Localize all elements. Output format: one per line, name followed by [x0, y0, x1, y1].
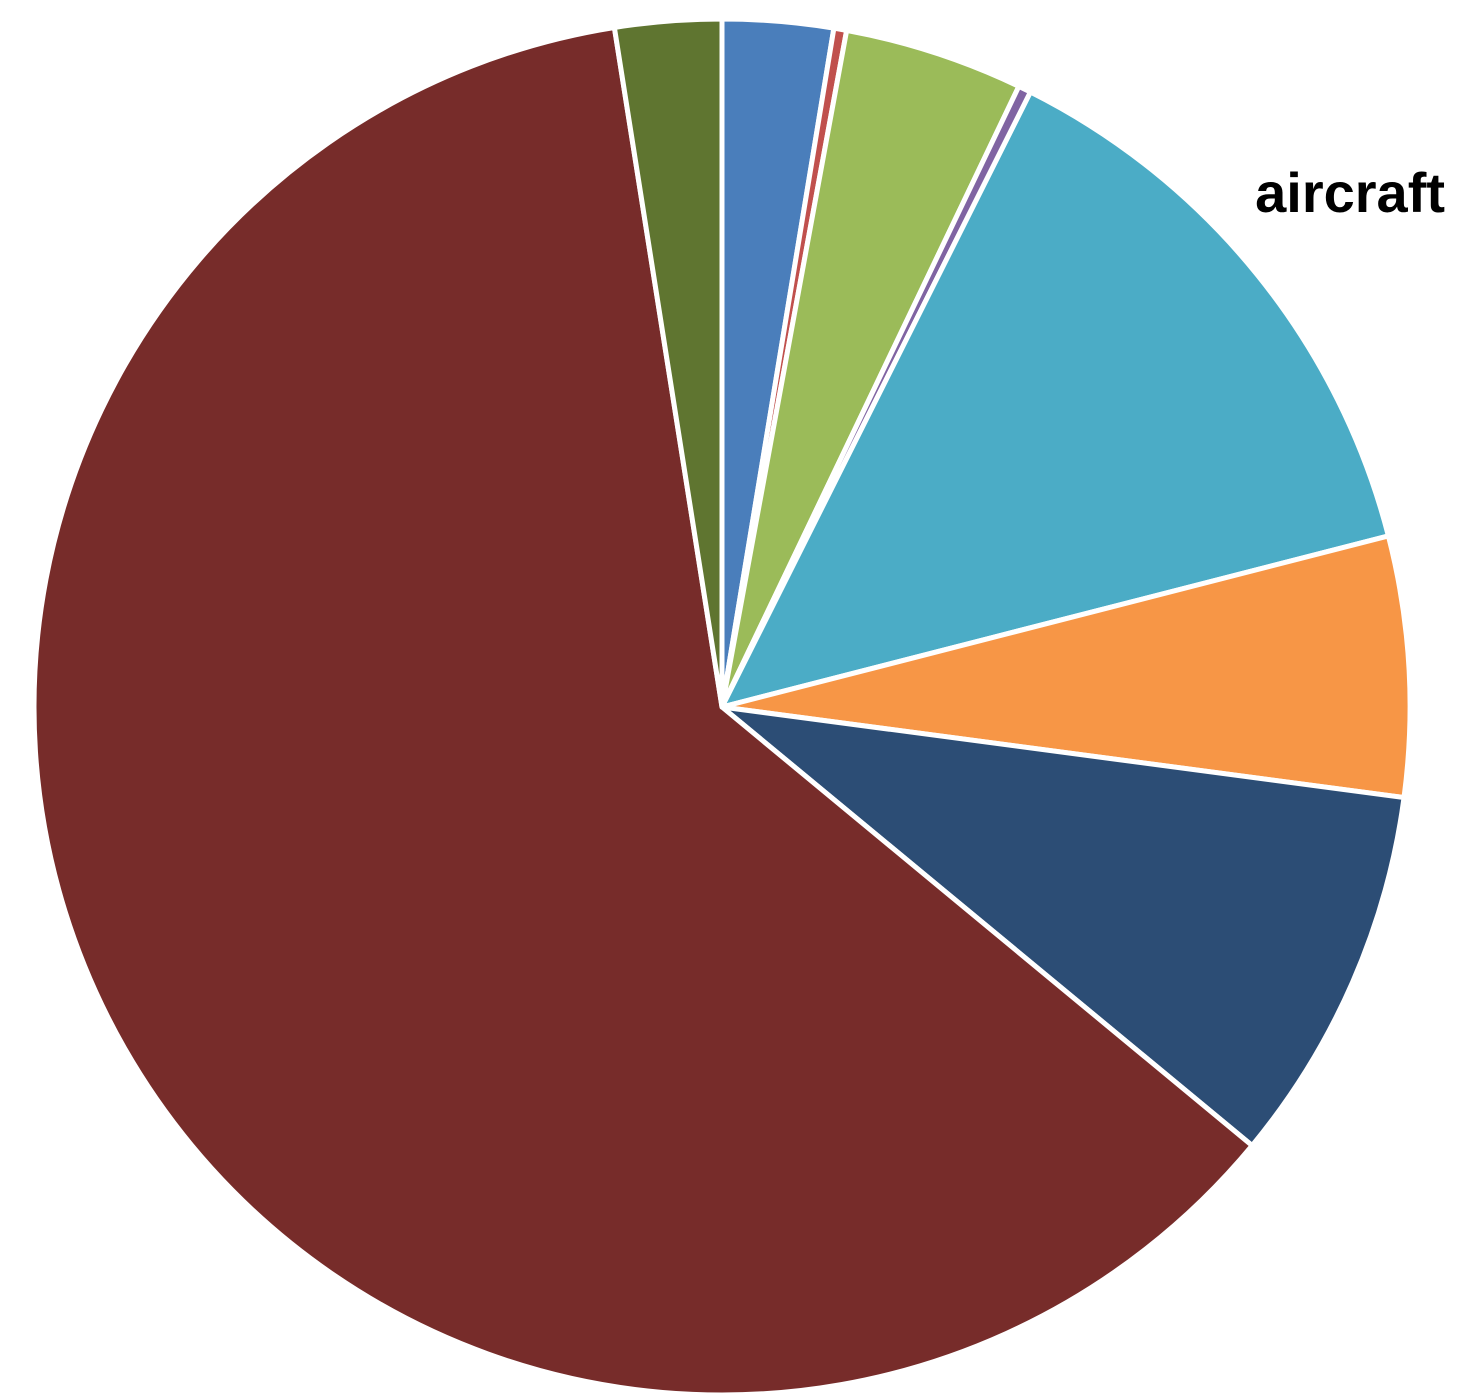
pie-slice-6	[719, 704, 1407, 1149]
pie-slice-8	[611, 16, 725, 710]
pie-slice-5	[719, 533, 1413, 801]
pie-slice-7	[31, 24, 1255, 1394]
pie-label-4: aircraft	[1255, 161, 1445, 224]
pie-slice-4	[719, 89, 1391, 710]
pie-slices	[31, 16, 1413, 1394]
pie-labels: aircraft	[1255, 161, 1445, 224]
pie-slice-2	[719, 27, 1022, 710]
